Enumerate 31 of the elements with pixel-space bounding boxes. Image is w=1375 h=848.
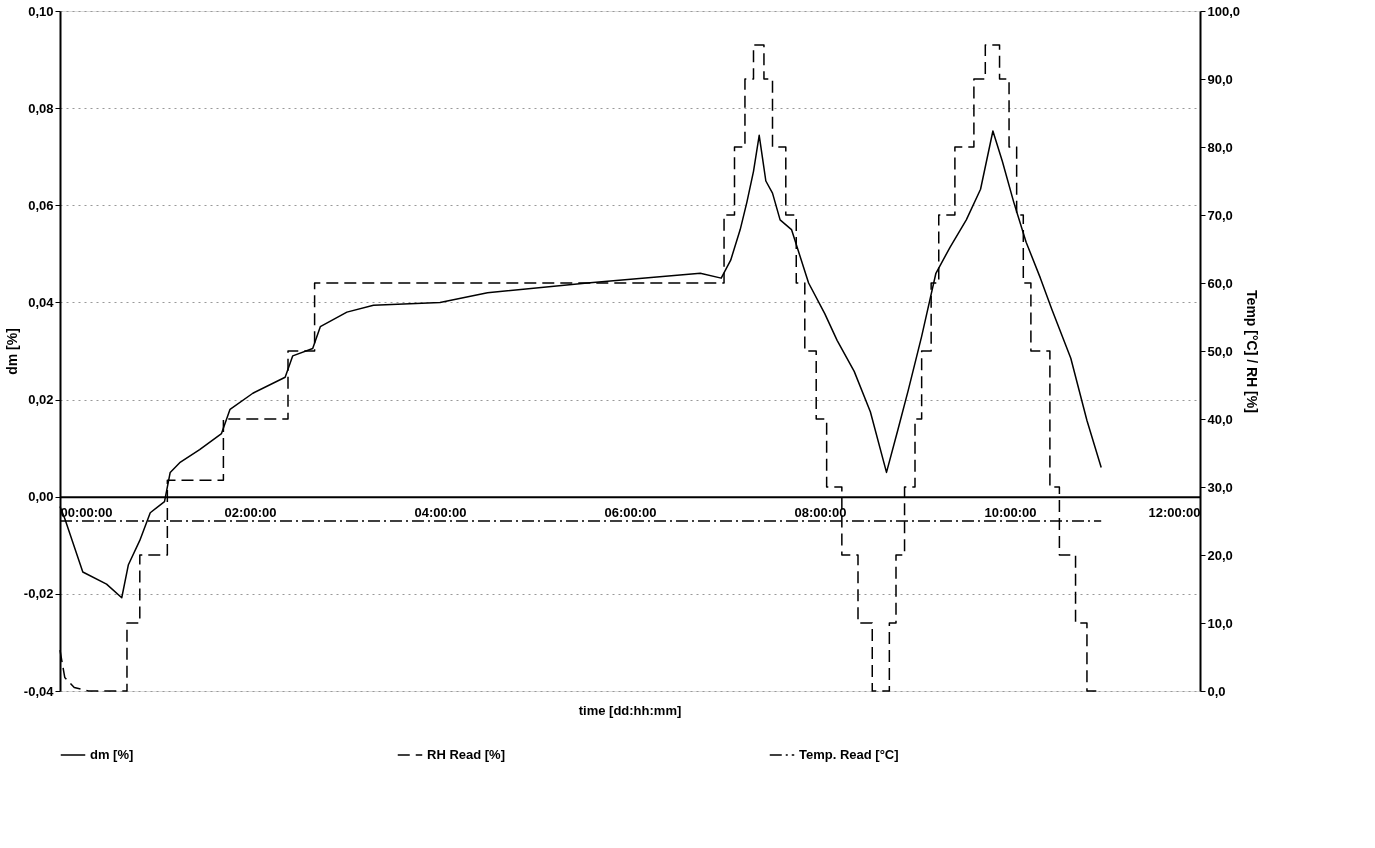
y-tick-label: 0,00 [28, 489, 54, 505]
y-tick-label: 0,02 [28, 392, 54, 408]
y-tick-label: -0,02 [23, 586, 54, 602]
x-tick-label: 12:00:00 [1148, 505, 1201, 521]
y-tick-label: -0,04 [23, 683, 55, 699]
legend-label: Temp. Read [°C] [799, 747, 899, 762]
y2-tick-label: 50,0 [1207, 343, 1233, 359]
y2-tick-label: 60,0 [1207, 275, 1233, 291]
y-tick-label: 0,04 [28, 294, 55, 310]
y2-tick-label: 70,0 [1207, 207, 1233, 223]
y2-tick-label: 90,0 [1207, 71, 1233, 87]
x-tick-label: 06:00:00 [604, 505, 657, 521]
y2-tick-label: 80,0 [1207, 139, 1233, 155]
y-axis-title: dm [%] [3, 328, 20, 375]
legend-label: RH Read [%] [427, 747, 506, 762]
y2-tick-label: 30,0 [1207, 479, 1233, 495]
x-tick-label: 10:00:00 [984, 505, 1037, 521]
x-tick-label: 02:00:00 [224, 505, 277, 521]
y2-tick-label: 40,0 [1207, 411, 1233, 427]
y2-tick-label: 10,0 [1207, 615, 1233, 631]
y-tick-label: 0,06 [28, 197, 54, 213]
y2-tick-label: 100,0 [1207, 3, 1241, 19]
y2-tick-label: 0,0 [1207, 683, 1226, 699]
y2-axis-title: Temp [°C] / RH [%] [1244, 290, 1261, 413]
x-axis-title: time [dd:hh:mm] [578, 703, 682, 718]
legend-label: dm [%] [90, 747, 134, 762]
y2-tick-label: 20,0 [1207, 547, 1233, 563]
x-tick-label: 04:00:00 [414, 505, 467, 521]
y-tick-label: 0,08 [28, 100, 54, 116]
x-tick-label: 08:00:00 [794, 505, 847, 521]
y-tick-label: 0,10 [28, 3, 54, 19]
